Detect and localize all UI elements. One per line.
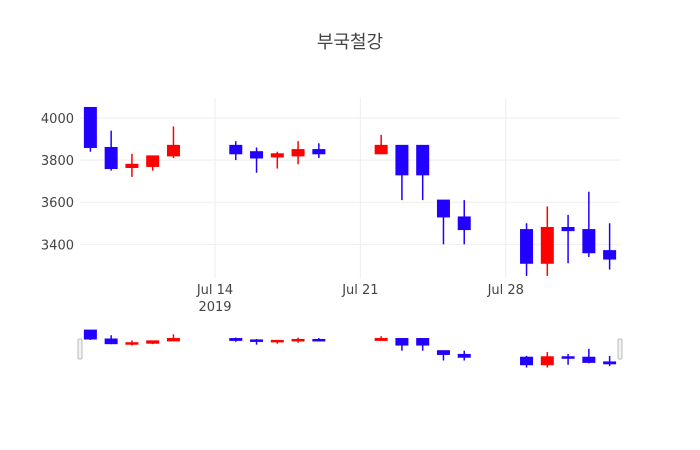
- candle-body-mini: [291, 338, 305, 342]
- range-slider-mini-chart: [83, 329, 617, 368]
- candle-body-mini: [436, 350, 450, 355]
- candle-body-mini: [416, 338, 430, 346]
- candle-body-mini: [395, 338, 409, 346]
- candle-body: [561, 226, 575, 232]
- x-tick-label: Jul 21: [341, 283, 378, 298]
- candle-layer: [83, 106, 617, 276]
- candle-body-mini: [125, 342, 139, 345]
- y-tick-label: 4000: [41, 112, 74, 127]
- candle-body-mini: [561, 356, 575, 359]
- candle-body: [395, 144, 409, 176]
- candle-body: [312, 149, 326, 155]
- candle-body-mini: [520, 356, 534, 366]
- candle-body: [457, 216, 471, 231]
- y-tick-label: 3400: [41, 238, 74, 253]
- candle-body: [582, 229, 596, 254]
- candle-body: [166, 144, 180, 157]
- candle-body: [291, 149, 305, 157]
- axis-layer: 3400 3600 3800 4000 Jul 14 Jul 21 Jul 28 2019: [41, 112, 524, 315]
- candle-body-mini: [374, 338, 388, 341]
- range-slider-right-handle[interactable]: [617, 338, 623, 360]
- candle-body-mini: [104, 338, 118, 345]
- candle-body: [603, 250, 617, 260]
- y-tick-label: 3600: [41, 196, 74, 211]
- candle-body: [250, 151, 264, 159]
- candle-body: [416, 144, 430, 176]
- candle-body: [520, 229, 534, 264]
- candle-body: [229, 144, 243, 155]
- candle-body: [146, 155, 160, 167]
- candle-body-mini: [457, 353, 471, 358]
- candle-body-mini: [603, 361, 617, 365]
- candle-body: [374, 144, 388, 155]
- candle-body: [540, 226, 554, 264]
- y-tick-label: 3800: [41, 154, 74, 169]
- candle-body: [436, 199, 450, 218]
- range-slider[interactable]: [77, 329, 623, 368]
- chart-title: 부국철강: [317, 32, 383, 53]
- candle-body-mini: [540, 356, 554, 366]
- candle-body-mini: [270, 339, 284, 343]
- candle-body: [270, 153, 284, 158]
- candle-body: [104, 146, 118, 170]
- candle-body-mini: [312, 338, 326, 342]
- x-tick-sublabel: 2019: [198, 300, 231, 315]
- candle-body-mini: [146, 340, 160, 344]
- x-tick-label: Jul 14: [196, 283, 233, 298]
- candle-body: [83, 106, 97, 148]
- x-tick-label: Jul 28: [487, 283, 524, 298]
- candle-body-mini: [229, 338, 243, 341]
- range-slider-left-handle[interactable]: [77, 338, 83, 360]
- candle-body-mini: [83, 329, 97, 340]
- grid-layer: [80, 98, 620, 278]
- candle-body-mini: [582, 356, 596, 363]
- candle-body: [125, 163, 139, 168]
- candle-body-mini: [250, 339, 264, 342]
- candle-body-mini: [166, 338, 180, 342]
